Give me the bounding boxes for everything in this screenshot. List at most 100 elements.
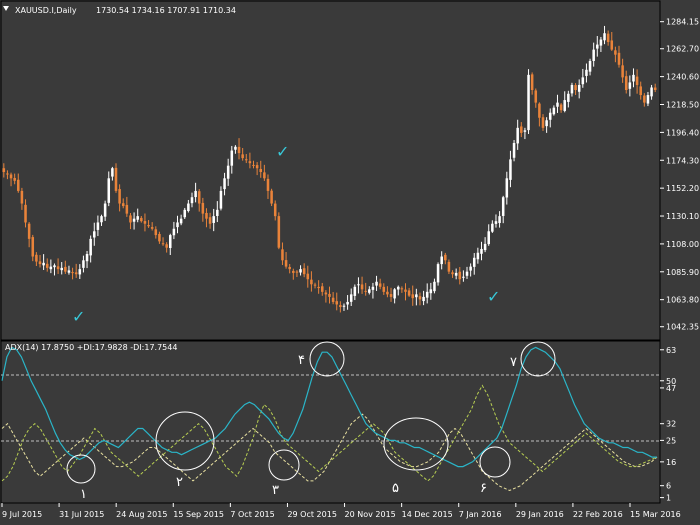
candle-body <box>140 217 143 222</box>
candle-body <box>313 284 317 286</box>
check-mark-icon: ✓ <box>487 287 500 306</box>
adx-pane: ADX(14) 17.8750 +DI:17.9828 -DI:17.7544 … <box>0 340 676 504</box>
candle-body <box>216 209 219 216</box>
price-tick-label: 1196.40 <box>666 128 699 137</box>
candle-body <box>447 261 451 272</box>
candle-body <box>635 76 639 85</box>
candle-body <box>302 268 306 275</box>
candle-body <box>35 254 38 262</box>
candle-body <box>277 216 281 248</box>
candle-body <box>60 267 63 271</box>
candle-body <box>393 289 396 299</box>
candle-body <box>375 281 378 286</box>
candle-body <box>520 126 523 133</box>
candle-body <box>639 86 642 96</box>
candle-body <box>201 202 205 214</box>
annotation-number: ۳ <box>272 483 279 498</box>
candle-body <box>574 85 577 90</box>
price-tick-label: 1262.70 <box>666 45 699 54</box>
adx-tick-label: 25 <box>666 436 676 445</box>
candle-body <box>357 284 360 286</box>
candle-body <box>172 228 176 236</box>
candle-body <box>96 222 100 230</box>
candle-body <box>154 229 158 236</box>
candle-body <box>371 286 375 290</box>
x-tick-label: 29 Oct 2015 <box>287 510 336 519</box>
candle-body <box>266 178 270 191</box>
collapse-arrow-icon[interactable] <box>3 6 9 11</box>
adx-tick-label: 63 <box>666 346 676 355</box>
candle-body <box>425 291 429 298</box>
candle-body <box>45 263 49 268</box>
x-tick-label: 20 Nov 2015 <box>345 510 396 519</box>
candle-body <box>436 264 440 283</box>
candle-body <box>9 174 13 179</box>
candle-body <box>165 244 168 248</box>
candle-body <box>64 266 67 272</box>
candle-body <box>299 269 302 273</box>
candle-body <box>581 77 585 85</box>
candle-body <box>42 262 45 266</box>
candle-body <box>281 249 284 261</box>
price-tick-label: 1284.15 <box>666 18 699 27</box>
candle-body <box>132 218 136 222</box>
candles <box>2 25 657 313</box>
candle-body <box>545 120 548 127</box>
candle-body <box>263 172 266 179</box>
candle-body <box>89 238 92 256</box>
check-marks: ✓ ✓ ✓ <box>72 142 500 326</box>
candle-body <box>82 260 85 268</box>
candle-body <box>205 212 208 219</box>
candle-body <box>541 117 545 128</box>
candle-body <box>346 301 349 305</box>
price-tick-label: 1218.50 <box>666 101 699 110</box>
x-tick-label: 31 Jul 2015 <box>59 510 104 519</box>
annotation-circle <box>383 417 449 471</box>
candle-body <box>491 223 494 232</box>
adx-tick-label: 1 <box>666 494 671 503</box>
candle-body <box>129 215 132 223</box>
annotation-circle <box>268 449 300 481</box>
candle-body <box>208 217 212 224</box>
candle-body <box>606 33 610 43</box>
candle-body <box>476 252 480 260</box>
annotation-circle <box>66 454 96 484</box>
candle-body <box>248 161 252 164</box>
adx-label: ADX(14) 17.8750 +DI:17.9828 -DI:17.7544 <box>5 343 177 352</box>
price-tick-label: 1108.00 <box>666 240 699 249</box>
candle-body <box>353 286 357 296</box>
candle-body <box>190 197 194 204</box>
candle-body <box>621 65 624 78</box>
candle-body <box>407 290 411 296</box>
candle-body <box>429 289 433 294</box>
candle-body <box>360 284 364 290</box>
candle-body <box>458 271 462 280</box>
annotation-number: ۶ <box>480 481 487 496</box>
candle-body <box>462 276 465 278</box>
candle-body <box>125 204 129 214</box>
candle-body <box>567 93 570 102</box>
candle-body <box>255 165 259 169</box>
annotation-number: ۲ <box>176 475 183 490</box>
candle-body <box>100 216 103 223</box>
candle-body <box>588 60 592 72</box>
candle-body <box>197 191 201 204</box>
candle-body <box>465 271 469 276</box>
candle-body <box>339 305 342 307</box>
candle-body <box>328 293 331 297</box>
annotation-number: ۴ <box>298 353 305 368</box>
candle-body <box>20 190 24 204</box>
annotation-circle <box>479 446 511 478</box>
x-tick-label: 7 Oct 2015 <box>230 510 274 519</box>
candle-body <box>310 279 313 285</box>
candle-body <box>603 33 606 41</box>
candle-body <box>114 167 118 191</box>
candle-body <box>53 265 56 268</box>
adx-line <box>1 346 657 468</box>
ohlc-values: 1730.54 1734.16 1707.91 1710.34 <box>96 6 236 15</box>
candle-body <box>13 177 16 181</box>
candle-body <box>349 294 353 302</box>
candle-body <box>585 69 588 76</box>
symbol-label: XAUUSD.I,Daily <box>15 6 77 15</box>
price-pane-label: XAUUSD.I,Daily 1730.54 1734.16 1707.91 1… <box>3 6 236 15</box>
